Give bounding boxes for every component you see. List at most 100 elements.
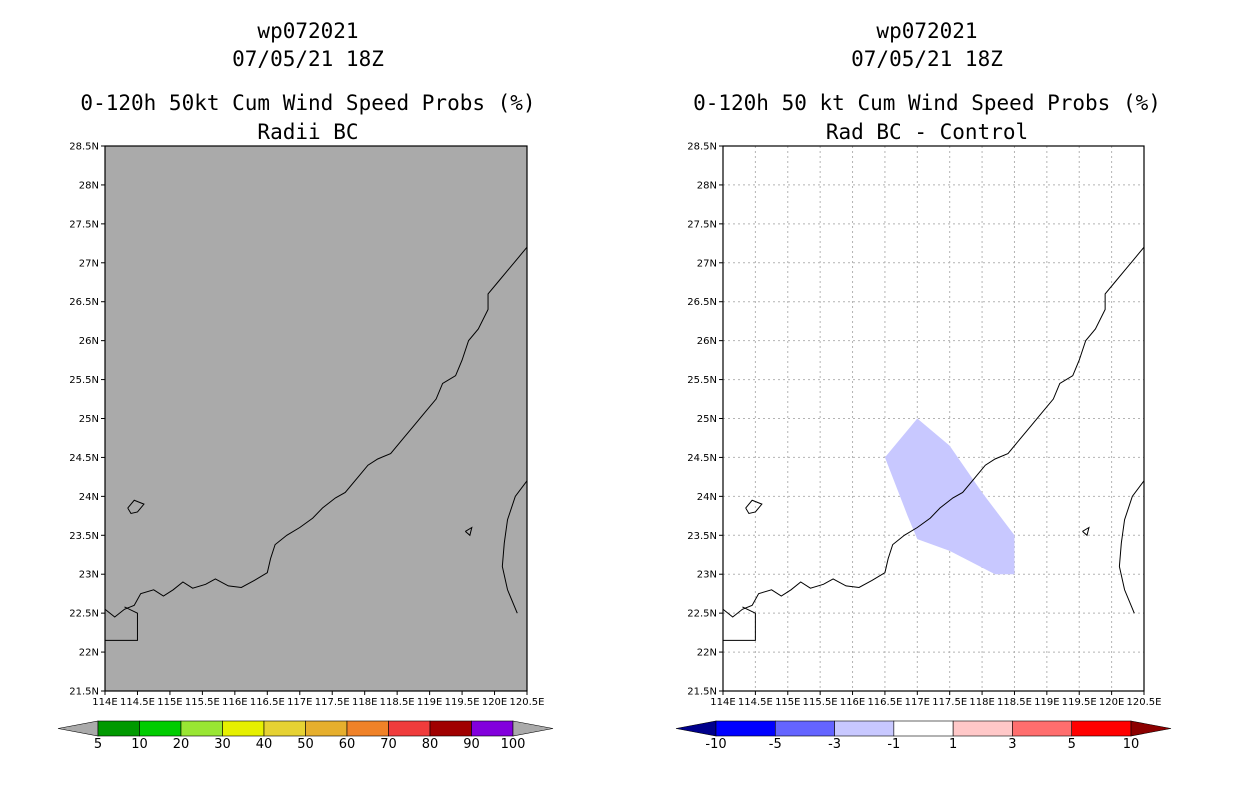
colorbar-over-triangle bbox=[1130, 720, 1172, 737]
coastline-mainland bbox=[722, 246, 1145, 618]
y-tick-label: 24N bbox=[79, 492, 99, 503]
coastline-island-west bbox=[127, 499, 145, 515]
colorbar-segment bbox=[1071, 720, 1132, 737]
x-tick-label: 114E bbox=[710, 697, 735, 708]
y-tick-label: 21.5N bbox=[69, 687, 99, 698]
colorbar-label: 60 bbox=[339, 737, 356, 752]
colorbar-segment bbox=[263, 720, 306, 737]
colorbar-segment bbox=[180, 720, 223, 737]
x-tick-label: 118.5E bbox=[380, 697, 415, 708]
colorbar-label: 80 bbox=[422, 737, 439, 752]
coastline-island-east bbox=[1082, 526, 1090, 537]
x-tick-label: 115.5E bbox=[185, 697, 220, 708]
colorbar-segment bbox=[893, 720, 954, 737]
coastline-hong-kong bbox=[105, 606, 138, 641]
y-tick-label: 23.5N bbox=[687, 531, 717, 542]
panel2-title-line-4: Rad BC - Control bbox=[826, 120, 1028, 144]
panel1-coastline bbox=[104, 246, 528, 641]
panel1-y-axis: 21.5N 22N 22.5N 23N 23.5N 24N 24.5N 25N 25.5N 26N… bbox=[69, 142, 105, 698]
y-tick-label: 21.5N bbox=[687, 687, 717, 698]
colorbar-label: 10 bbox=[1123, 737, 1140, 752]
colorbar-segment bbox=[222, 720, 265, 737]
x-tick-label: 117E bbox=[905, 697, 930, 708]
y-tick-label: 22.5N bbox=[687, 609, 717, 620]
colorbar-label: 100 bbox=[501, 737, 526, 752]
panel1-map-background bbox=[105, 146, 527, 691]
y-tick-label: 23N bbox=[79, 570, 99, 581]
colorbar-segment bbox=[952, 720, 1013, 737]
y-tick-label: 26N bbox=[697, 336, 717, 347]
panel2-y-axis: 21.5N 22N 22.5N 23N 23.5N 24N 24.5N 25N 25.5N 26N… bbox=[687, 142, 723, 698]
colorbar-label: 50 bbox=[297, 737, 314, 752]
colorbar-label: 70 bbox=[380, 737, 397, 752]
y-tick-label: 24.5N bbox=[69, 453, 99, 464]
y-tick-label: 25.5N bbox=[687, 375, 717, 386]
x-tick-label: 115.5E bbox=[803, 697, 838, 708]
colorbar-segment bbox=[139, 720, 182, 737]
x-tick-label: 120E bbox=[482, 697, 507, 708]
colorbar-segment bbox=[774, 720, 835, 737]
x-tick-label: 117.5E bbox=[932, 697, 967, 708]
panel2-title-line-2: 07/05/21 18Z bbox=[851, 47, 1003, 71]
colorbar-label: 5 bbox=[94, 737, 102, 752]
coastline-island-west bbox=[745, 499, 763, 515]
colorbar-segment bbox=[834, 720, 895, 737]
x-tick-label: 119.5E bbox=[445, 697, 480, 708]
colorbar-segment bbox=[97, 720, 140, 737]
colorbar-label: 30 bbox=[214, 737, 231, 752]
colorbar-label: 5 bbox=[1068, 737, 1076, 752]
y-tick-label: 27N bbox=[697, 258, 717, 269]
y-tick-label: 24.5N bbox=[687, 453, 717, 464]
coastline-island-east bbox=[464, 526, 473, 537]
colorbar-segment bbox=[388, 720, 431, 737]
colorbar-label: 20 bbox=[173, 737, 190, 752]
colorbar-segment bbox=[429, 720, 472, 737]
x-tick-label: 118E bbox=[969, 697, 994, 708]
y-tick-label: 25N bbox=[79, 414, 99, 425]
x-tick-label: 115E bbox=[157, 697, 182, 708]
panel1-colorbar: 5 10 20 30 40 50 60 70 80 90 100 bbox=[57, 720, 554, 752]
panel2-probability-difference-region bbox=[884, 418, 1015, 575]
y-tick-label: 27.5N bbox=[69, 219, 99, 230]
colorbar-segment bbox=[305, 720, 348, 737]
y-tick-label: 26.5N bbox=[69, 297, 99, 308]
y-tick-label: 22.5N bbox=[69, 609, 99, 620]
panel2-grid bbox=[722, 145, 1145, 692]
colorbar-label: -3 bbox=[828, 737, 841, 752]
colorbar-label: 1 bbox=[949, 737, 957, 752]
x-tick-label: 117E bbox=[287, 697, 312, 708]
y-tick-label: 28N bbox=[79, 180, 99, 191]
x-tick-label: 119.5E bbox=[1062, 697, 1097, 708]
colorbar-label: -1 bbox=[887, 737, 900, 752]
colorbar-over-triangle bbox=[512, 720, 554, 737]
coastline-mainland bbox=[104, 246, 528, 618]
x-tick-label: 116.5E bbox=[250, 697, 285, 708]
colorbar-under-triangle bbox=[675, 720, 717, 737]
panel2-title-line-3: 0-120h 50 kt Cum Wind Speed Probs (%) bbox=[693, 91, 1161, 115]
panel1-title-line-1: wp072021 bbox=[257, 19, 358, 43]
x-tick-label: 116.5E bbox=[867, 697, 902, 708]
panel2-colorbar: -10 -5 -3 -1 1 3 5 10 bbox=[675, 720, 1172, 752]
y-tick-label: 24N bbox=[697, 492, 717, 503]
panel1-title-line-2: 07/05/21 18Z bbox=[232, 47, 384, 71]
x-tick-label: 120.5E bbox=[1127, 697, 1162, 708]
y-tick-label: 26N bbox=[79, 336, 99, 347]
colorbar-label: 90 bbox=[463, 737, 480, 752]
panel-rad-bc-control: wp072021 07/05/21 18Z 0-120h 50 kt Cum W… bbox=[675, 19, 1172, 752]
y-tick-label: 25N bbox=[697, 414, 717, 425]
y-tick-label: 27N bbox=[79, 258, 99, 269]
y-tick-label: 22N bbox=[697, 648, 717, 659]
y-tick-label: 23.5N bbox=[69, 531, 99, 542]
colorbar-segment bbox=[471, 720, 514, 737]
x-tick-label: 116E bbox=[840, 697, 865, 708]
colorbar-label: -10 bbox=[705, 737, 726, 752]
y-tick-label: 23N bbox=[697, 570, 717, 581]
x-tick-label: 115E bbox=[775, 697, 800, 708]
colorbar-label: 10 bbox=[131, 737, 148, 752]
panel-radii-bc: wp072021 07/05/21 18Z 0-120h 50kt Cum Wi… bbox=[57, 19, 554, 752]
coastline-hong-kong bbox=[723, 606, 756, 641]
x-tick-label: 118.5E bbox=[997, 697, 1032, 708]
colorbar-segment bbox=[1012, 720, 1073, 737]
x-tick-label: 116E bbox=[222, 697, 247, 708]
